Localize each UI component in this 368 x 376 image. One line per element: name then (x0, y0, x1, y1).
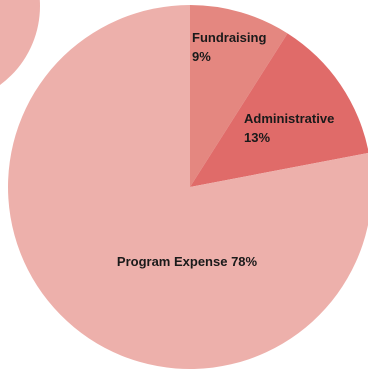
pie-slice-program-expense (8, 5, 368, 369)
pie-labels: Fundraising 9% Administrative 13% Progra… (117, 30, 334, 269)
slice-percent-fundraising: 9% (192, 49, 211, 64)
slice-label-administrative: Administrative (244, 111, 334, 126)
pie-slices (8, 5, 368, 369)
slice-label-fundraising: Fundraising (192, 30, 266, 45)
pie-slice-administrative (190, 33, 368, 187)
pie-slice-fundraising (190, 5, 288, 187)
background-circle (0, 0, 40, 85)
slice-percent-administrative: 13% (244, 130, 270, 145)
slice-label-program-expense: Program Expense 78% (117, 254, 258, 269)
